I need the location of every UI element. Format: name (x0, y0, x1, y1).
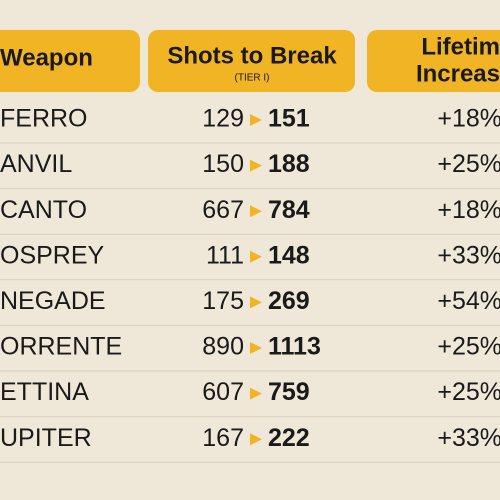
weapon-name: ANVIL (0, 150, 72, 178)
weapon-name: ETTINA (0, 378, 89, 406)
lifetime-increase: +33% (437, 241, 500, 269)
weapon-name: CANTO (0, 196, 87, 224)
lifetime-increase: +25% (437, 150, 500, 178)
old-shots: 129 (202, 105, 244, 133)
old-shots: 607 (202, 378, 244, 406)
old-shots: 667 (202, 196, 244, 224)
header-text: Shots to Break (167, 42, 337, 69)
new-shots: 188 (268, 150, 310, 178)
arrow-icon (250, 250, 262, 263)
arrow-icon (250, 114, 262, 126)
lifetime-increase: +54% (437, 287, 500, 315)
new-shots: 269 (268, 287, 310, 315)
old-shots: 167 (202, 424, 244, 452)
old-shots: 150 (202, 150, 244, 178)
arrow-icon (250, 296, 262, 309)
header-cell (0, 30, 140, 92)
new-shots: 1113 (268, 333, 321, 361)
header-text: Increas (416, 60, 500, 87)
old-shots: 175 (202, 287, 244, 315)
arrow-icon (250, 159, 262, 172)
header-subtext: (TIER I) (235, 73, 270, 84)
arrow-icon (250, 387, 262, 400)
new-shots: 222 (268, 424, 310, 452)
header-text: Weapon (0, 44, 93, 71)
weapon-name: FERRO (0, 105, 88, 133)
weapon-name: OSPREY (0, 241, 105, 269)
lifetime-increase: +18% (437, 105, 500, 133)
weapon-name: UPITER (0, 424, 92, 452)
arrow-icon (250, 342, 262, 354)
arrow-icon (250, 433, 262, 446)
lifetime-increase: +33% (437, 424, 500, 452)
lifetime-increase: +18% (437, 196, 500, 224)
new-shots: 784 (268, 196, 310, 224)
arrow-icon (250, 205, 262, 218)
new-shots: 759 (268, 378, 310, 406)
lifetime-increase: +25% (437, 378, 500, 406)
new-shots: 148 (268, 241, 310, 269)
header-cell (367, 30, 500, 92)
weapon-name: ORRENTE (0, 333, 122, 361)
old-shots: 111 (206, 241, 244, 269)
header-text: Lifetim (421, 33, 500, 60)
new-shots: 151 (268, 105, 310, 133)
weapon-name: NEGADE (0, 287, 106, 315)
old-shots: 890 (202, 333, 244, 361)
rows: FERRO 129 151 +18% ANVIL 150 188 +25% CANTO 667 78… (0, 105, 500, 463)
lifetime-increase: +25% (437, 333, 500, 361)
header-cell (148, 30, 355, 92)
